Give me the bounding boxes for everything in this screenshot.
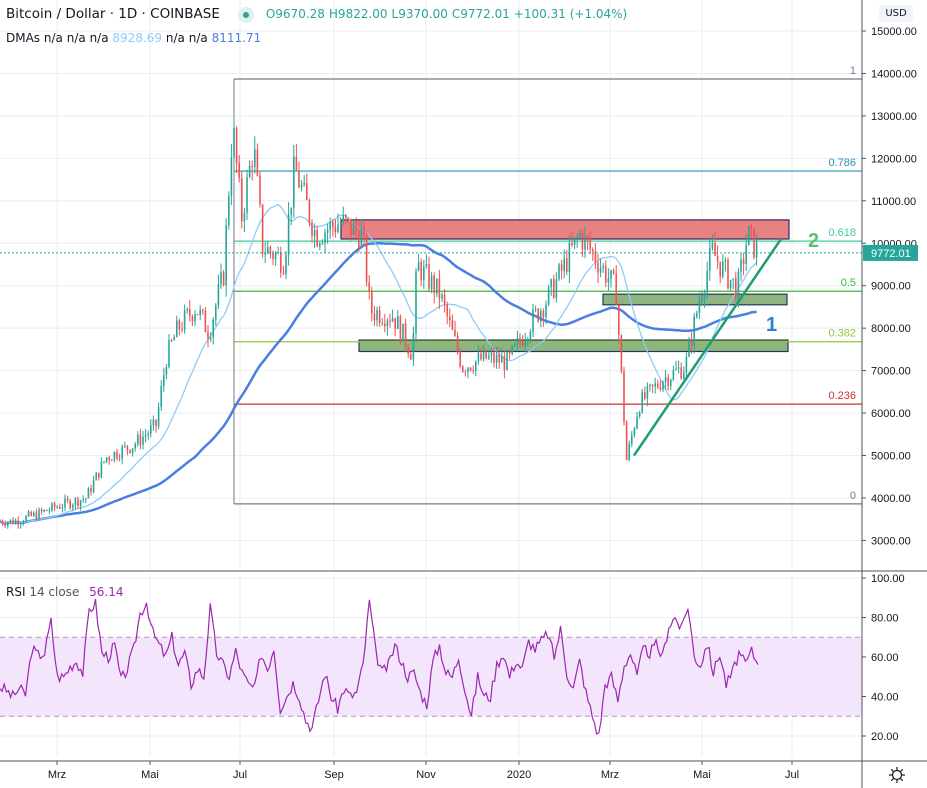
price-tick: 14000.00 [871,68,917,80]
dma-value: n/a [43,31,63,45]
dma-value-slow: 8111.71 [211,31,262,45]
rsi-tick: 100.00 [871,573,905,585]
price-tick: 11000.00 [871,196,916,208]
fib-level-label: 0.618 [828,227,856,239]
dma-value: n/a [165,31,185,45]
ohlc-open: O9670.28 [265,7,325,21]
trendline[interactable]: 12 [632,230,819,457]
fib-level-label: 0.5 [841,277,856,289]
time-tick: Nov [416,769,436,781]
time-tick: Jul [233,769,247,781]
ohlc-change: +100.31 (+1.04%) [513,7,628,21]
price-tick: 9000.00 [871,281,911,293]
fib-level-label: 1 [850,65,856,77]
currency-badge[interactable]: USD [879,5,913,22]
annotation-1[interactable]: 1 [766,314,777,336]
price-tick: 5000.00 [871,451,911,463]
rsi-tick: 20.00 [871,731,899,743]
price-tick: 15000.00 [871,26,917,38]
dma-legend[interactable]: DMAs n/a n/a n/a 8928.69 n/a n/a 8111.71 [6,31,261,45]
dma-value: n/a [89,31,109,45]
last-price-badge: 9772.01 [871,248,911,260]
rsi-value: 56.14 [89,585,124,599]
rsi-tick: 60.00 [871,652,899,664]
dma-label: DMAs [6,31,41,45]
price-tick: 13000.00 [871,111,917,123]
ohlc-low: L9370.00 [391,7,448,21]
fib-level-label: 0.786 [828,157,856,169]
moving-average-slow [0,241,757,525]
price-tick: 12000.00 [871,153,917,165]
live-dot-icon [237,6,254,23]
symbol-legend: Bitcoin / Dollar · 1D · COINBASE O9670.2… [6,6,627,23]
price-tick: 7000.00 [871,366,911,378]
time-tick: Mai [693,769,711,781]
settings-gear-icon[interactable] [888,766,906,784]
time-tick: Mai [141,769,159,781]
ohlc-close: C9772.01 [451,7,510,21]
dma-value: n/a [188,31,208,45]
fib-level-label: 0.236 [828,390,856,402]
rsi-panel [0,598,862,735]
dma-value-fast: 8928.69 [112,31,163,45]
price-tick: 6000.00 [871,408,911,420]
fib-level-label: 0.382 [828,328,856,340]
candlestick-series [0,117,758,529]
rsi-label: RSI [6,585,26,599]
rsi-tick: 80.00 [871,613,899,625]
rsi-legend[interactable]: RSI 14 close 56.14 [6,585,124,599]
price-tick: 3000.00 [871,535,911,547]
moving-average-fast [0,203,758,525]
rsi-params: 14 close [29,585,80,599]
fib-level-label: 0 [850,490,856,502]
ohlc-high: H9822.00 [328,7,388,21]
time-tick: Sep [324,769,344,781]
rsi-tick: 40.00 [871,692,899,704]
symbol-title[interactable]: Bitcoin / Dollar · 1D · COINBASE [6,6,220,22]
dma-value: n/a [66,31,86,45]
price-tick: 8000.00 [871,323,911,335]
time-tick: Jul [785,769,799,781]
price-tick: 4000.00 [871,493,911,505]
time-tick: 2020 [507,769,531,781]
price-zones [340,219,790,353]
time-tick: Mrz [601,769,619,781]
fibonacci-retracement[interactable]: 1 0.786 0.618 0.5 0.382 0.236 0 [233,65,862,505]
annotation-2[interactable]: 2 [808,230,819,252]
time-tick: Mrz [48,769,66,781]
